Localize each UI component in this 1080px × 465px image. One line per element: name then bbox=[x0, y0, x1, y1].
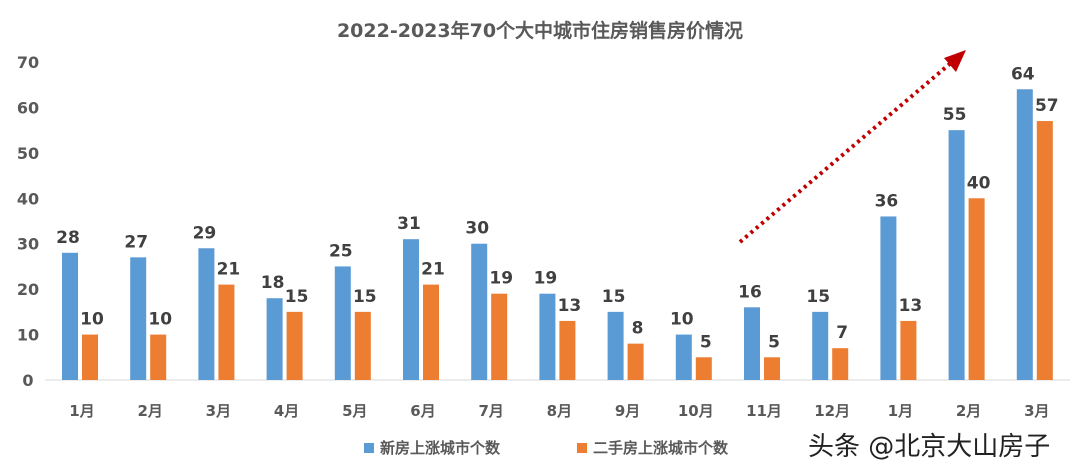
data-label: 21 bbox=[217, 260, 241, 280]
legend-label: 二手房上涨城市个数 bbox=[593, 439, 729, 457]
bar-resale bbox=[423, 284, 439, 380]
data-label: 5 bbox=[768, 332, 780, 352]
bar-new bbox=[675, 334, 692, 380]
data-label: 15 bbox=[602, 287, 626, 307]
bar-resale bbox=[900, 320, 917, 380]
data-label: 13 bbox=[899, 296, 923, 316]
data-label: 55 bbox=[943, 105, 967, 125]
bar-resale bbox=[764, 357, 780, 380]
bar-resale bbox=[218, 284, 235, 380]
x-tick-label: 11月 bbox=[746, 402, 782, 420]
legend-swatch-blue bbox=[364, 442, 374, 453]
data-label: 25 bbox=[329, 241, 353, 261]
y-tick-label: 10 bbox=[17, 326, 39, 345]
data-label: 57 bbox=[1035, 96, 1059, 116]
bar-new bbox=[266, 298, 283, 380]
y-tick-label: 50 bbox=[17, 144, 39, 163]
legend-item-new-homes: 新房上涨城市个数 bbox=[364, 437, 500, 458]
bar-resale bbox=[627, 343, 644, 380]
x-tick-label: 1月 bbox=[69, 402, 94, 420]
data-label: 19 bbox=[489, 269, 513, 289]
bar-resale bbox=[968, 198, 985, 380]
bar-resale bbox=[559, 320, 576, 380]
data-label: 10 bbox=[670, 310, 694, 330]
bar-new bbox=[62, 252, 78, 380]
data-label: 27 bbox=[124, 232, 148, 252]
bar-new bbox=[334, 266, 351, 380]
x-tick-label: 12月 bbox=[814, 402, 850, 420]
bar-new bbox=[744, 307, 760, 380]
trend-arrow-head bbox=[944, 50, 966, 72]
x-tick-label: 5月 bbox=[342, 402, 367, 420]
bar-new bbox=[403, 239, 419, 380]
bar-resale bbox=[150, 334, 167, 380]
bar-resale bbox=[82, 334, 98, 380]
bar-new bbox=[607, 311, 624, 380]
x-tick-label: 3月 bbox=[1024, 402, 1049, 420]
data-label: 13 bbox=[558, 296, 582, 316]
data-label: 16 bbox=[738, 282, 762, 302]
watermark: 头条 @北京大山房子 bbox=[808, 432, 1051, 462]
bar-resale bbox=[286, 311, 303, 380]
y-tick-label: 40 bbox=[17, 189, 39, 208]
data-label: 31 bbox=[397, 214, 421, 234]
data-label: 30 bbox=[465, 219, 489, 239]
bar-resale bbox=[354, 311, 371, 380]
x-tick-label: 10月 bbox=[678, 402, 714, 420]
x-tick-label: 1月 bbox=[888, 402, 913, 420]
x-tick-label: 2月 bbox=[137, 402, 162, 420]
bar-resale bbox=[832, 348, 849, 380]
y-tick-label: 30 bbox=[17, 235, 39, 254]
bar-new bbox=[948, 130, 965, 380]
data-label: 18 bbox=[261, 273, 285, 293]
x-tick-label: 2月 bbox=[956, 402, 981, 420]
data-label: 15 bbox=[285, 287, 309, 307]
data-label: 15 bbox=[806, 287, 830, 307]
y-tick-label: 0 bbox=[22, 371, 33, 390]
data-label: 7 bbox=[836, 323, 848, 343]
y-tick-label: 70 bbox=[17, 53, 39, 72]
bar-new bbox=[539, 293, 556, 380]
y-tick-label: 20 bbox=[17, 280, 39, 299]
x-tick-label: 4月 bbox=[274, 402, 299, 420]
legend-label: 新房上涨城市个数 bbox=[380, 439, 501, 457]
bar-resale bbox=[695, 357, 712, 380]
bar-new bbox=[198, 248, 215, 380]
data-label: 64 bbox=[1011, 64, 1035, 84]
legend-swatch-orange bbox=[577, 442, 587, 453]
data-label: 40 bbox=[967, 173, 991, 193]
bar-new bbox=[880, 216, 897, 380]
data-label: 5 bbox=[700, 332, 712, 352]
bar-new bbox=[812, 311, 829, 380]
bar-resale bbox=[1036, 121, 1053, 381]
bar-new bbox=[1016, 89, 1033, 380]
data-label: 8 bbox=[632, 319, 644, 339]
legend-item-resale-homes: 二手房上涨城市个数 bbox=[577, 437, 728, 458]
data-label: 19 bbox=[534, 269, 558, 289]
x-tick-label: 7月 bbox=[478, 402, 503, 420]
x-tick-label: 6月 bbox=[410, 402, 435, 420]
data-label: 36 bbox=[875, 191, 899, 211]
x-tick-label: 3月 bbox=[206, 402, 231, 420]
data-label: 10 bbox=[148, 310, 172, 330]
bar-new bbox=[130, 257, 147, 380]
data-label: 10 bbox=[80, 310, 104, 330]
chart-title: 2022-2023年70个大中城市住房销售房价情况 bbox=[336, 20, 744, 42]
data-label: 21 bbox=[421, 260, 445, 280]
data-label: 15 bbox=[353, 287, 377, 307]
data-label: 29 bbox=[193, 223, 217, 243]
bar-resale bbox=[491, 293, 508, 380]
x-tick-label: 9月 bbox=[615, 402, 640, 420]
bar-new bbox=[471, 243, 488, 380]
trend-arrow-line bbox=[738, 60, 954, 244]
x-tick-label: 8月 bbox=[547, 402, 572, 420]
data-label: 28 bbox=[56, 228, 80, 248]
y-tick-label: 60 bbox=[17, 98, 39, 117]
